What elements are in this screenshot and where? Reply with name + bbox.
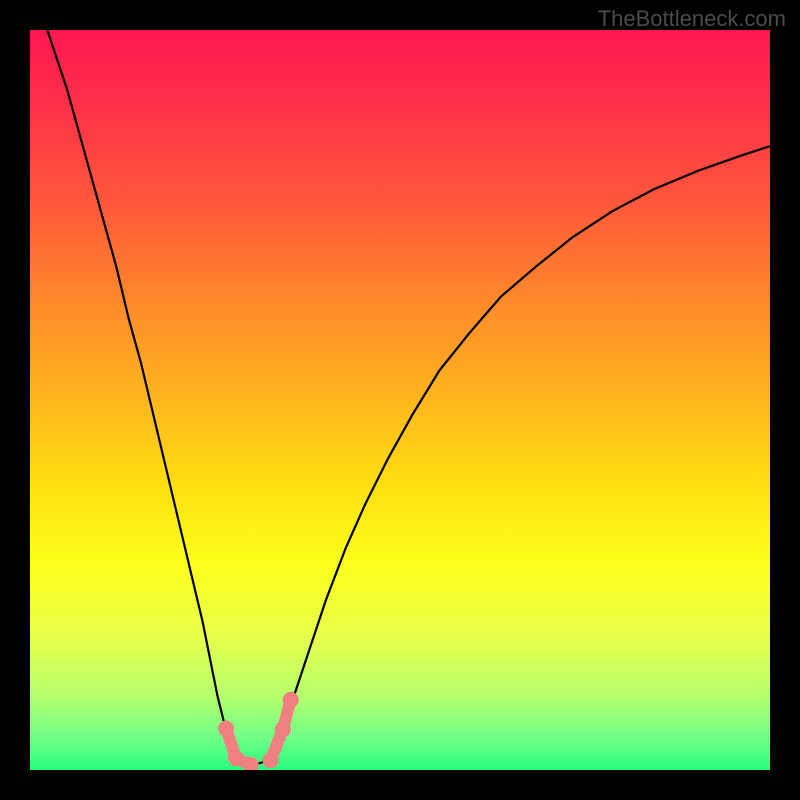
marker-highlight-left-branch: [218, 721, 234, 737]
marker-highlight-right-branch: [283, 692, 299, 708]
series-bottleneck-left-curve: [47, 30, 284, 764]
marker-highlight-right-branch: [275, 721, 291, 737]
curve-layer: [30, 30, 770, 770]
watermark-text: TheBottleneck.com: [598, 6, 786, 32]
series-bottleneck-right-curve: [284, 146, 770, 725]
marker-highlight-right-branch: [263, 752, 279, 768]
chart-frame: TheBottleneck.com: [0, 0, 800, 800]
plot-area: [30, 30, 770, 770]
marker-highlight-left-branch: [228, 750, 244, 766]
